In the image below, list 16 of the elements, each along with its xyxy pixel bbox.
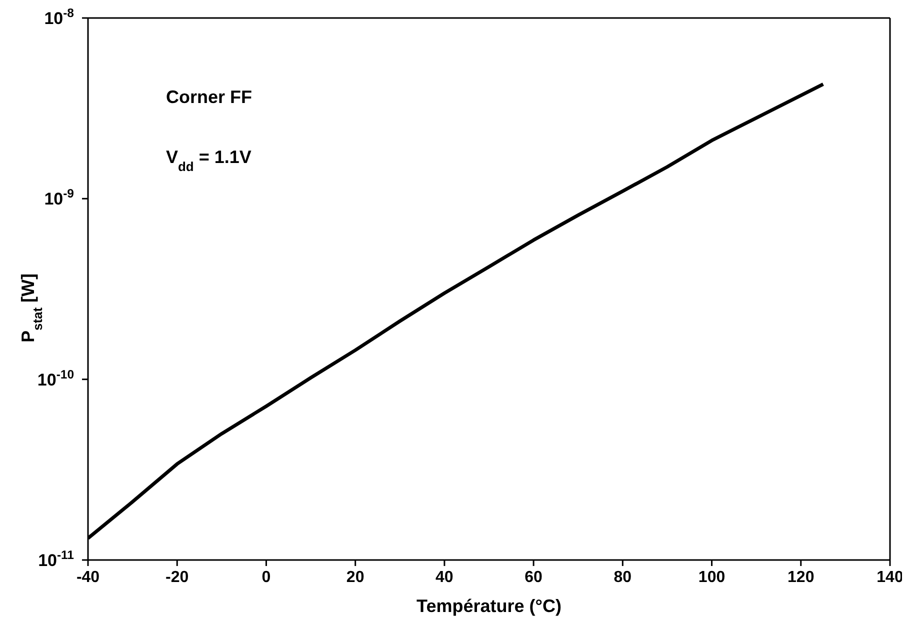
- x-tick-label: 120: [788, 569, 814, 586]
- x-tick-label: 40: [436, 569, 454, 586]
- x-tick-label: -40: [76, 569, 100, 586]
- x-tick-label: 0: [262, 569, 271, 586]
- y-tick-label: 10$^{-8}$: [44, 6, 74, 28]
- x-tick-label: 60: [524, 569, 543, 586]
- y-tick-label: 10$^{-11}$: [38, 548, 74, 570]
- y-tick-label: 10$^{-9}$: [44, 186, 74, 209]
- x-tick-label: 80: [614, 569, 632, 586]
- x-tick-label: 100: [698, 569, 726, 586]
- x-tick-label: -20: [166, 569, 189, 586]
- x-tick-label: 20: [346, 569, 364, 586]
- annotation: Corner FF: [166, 87, 252, 107]
- annotation: V$_{dd}$ = 1.1V: [166, 147, 252, 174]
- x-axis-title: Température (°C): [416, 596, 562, 616]
- y-tick-label: 10$^{-10}$: [37, 367, 74, 390]
